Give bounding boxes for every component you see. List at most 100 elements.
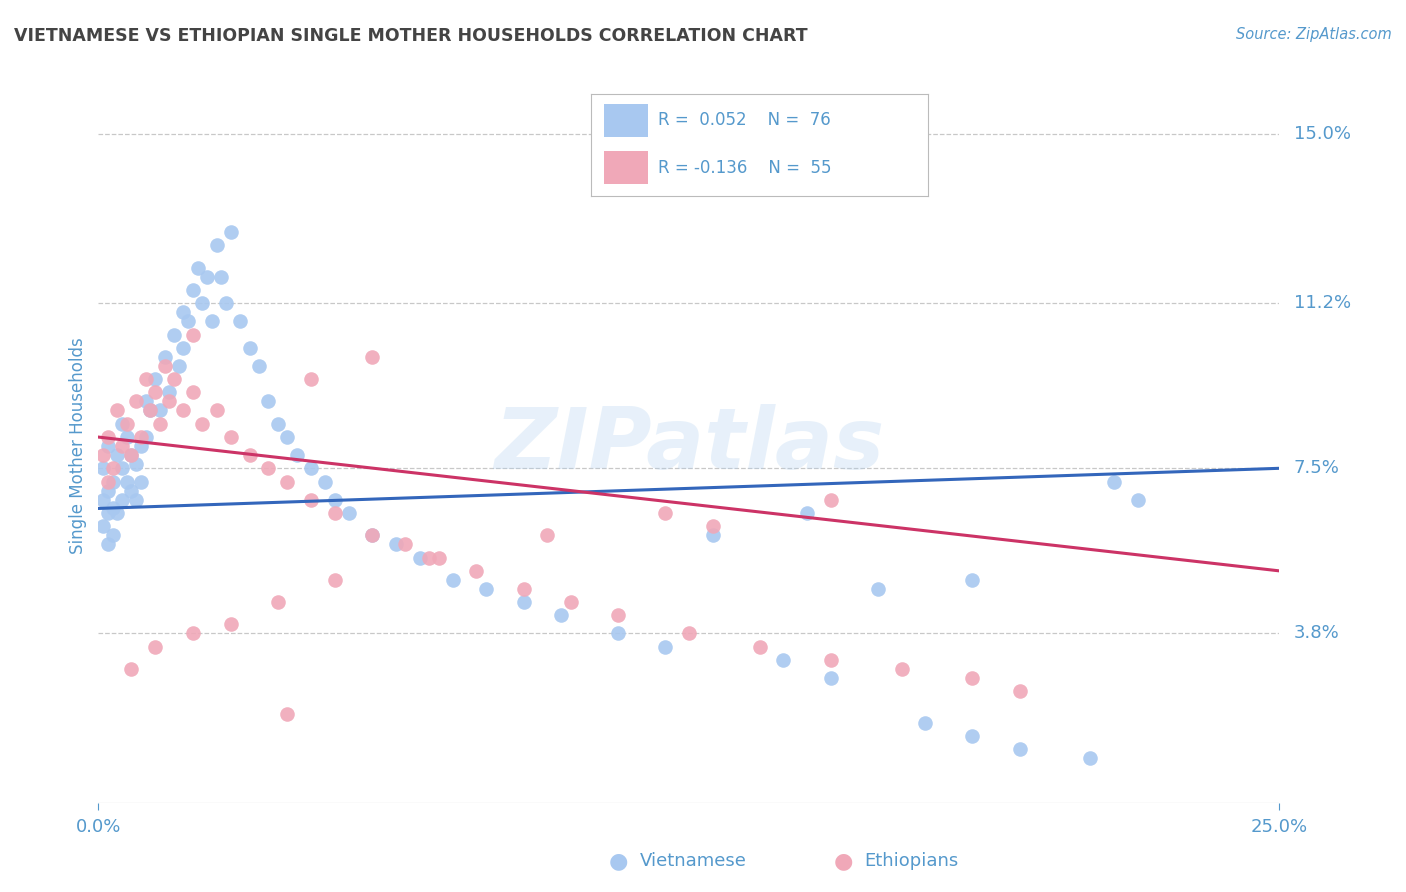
Point [678, 626, 700, 640]
Point [111, 461, 134, 475]
Point [91, 461, 114, 475]
Point [111, 439, 134, 453]
Point [361, 528, 384, 542]
Point [105, 448, 128, 462]
Point [475, 582, 498, 596]
Point [408, 550, 430, 565]
Point [187, 260, 209, 275]
Point [121, 448, 143, 462]
Point [962, 729, 984, 743]
Point [157, 385, 180, 400]
Point [115, 417, 138, 431]
Point [97, 483, 120, 498]
Point [323, 506, 346, 520]
Text: 15.0%: 15.0% [1294, 125, 1351, 143]
Point [91, 448, 114, 462]
Point [337, 506, 360, 520]
Point [97, 439, 120, 453]
Point [257, 461, 280, 475]
Point [560, 595, 582, 609]
Point [219, 430, 242, 444]
Point [101, 501, 124, 516]
Point [135, 372, 157, 386]
Point [772, 653, 794, 667]
Point [607, 608, 630, 623]
Point [167, 359, 190, 373]
Point [323, 492, 346, 507]
Point [163, 372, 186, 386]
Text: Source: ZipAtlas.com: Source: ZipAtlas.com [1236, 27, 1392, 42]
Point [181, 626, 204, 640]
Point [820, 671, 842, 685]
Point [654, 640, 676, 654]
Point [1008, 742, 1031, 756]
Point [125, 457, 148, 471]
Point [177, 314, 200, 328]
Point [361, 350, 384, 364]
Point [385, 537, 408, 551]
Text: 7.5%: 7.5% [1294, 459, 1340, 477]
Point [276, 430, 298, 444]
Point [172, 341, 194, 355]
Point [276, 475, 298, 489]
Point [536, 528, 558, 542]
Point [654, 506, 676, 520]
Point [394, 537, 416, 551]
Point [299, 492, 322, 507]
Point [866, 582, 889, 596]
Point [191, 296, 214, 310]
Point [139, 403, 162, 417]
Point [125, 492, 148, 507]
Point [115, 475, 138, 489]
Point [1080, 751, 1102, 765]
Point [257, 394, 280, 409]
Point [101, 461, 124, 475]
Point [97, 506, 120, 520]
Point [105, 506, 128, 520]
Point [129, 475, 152, 489]
Point [153, 359, 176, 373]
Point [962, 671, 984, 685]
Point [181, 327, 204, 342]
Point [153, 350, 176, 364]
Point [121, 483, 143, 498]
Point [299, 461, 322, 475]
Point [149, 403, 172, 417]
Text: Ethiopians: Ethiopians [865, 852, 959, 870]
Point [105, 403, 128, 417]
Point [195, 269, 218, 284]
Point [890, 662, 912, 676]
Point [121, 662, 143, 676]
Point [441, 573, 464, 587]
Point [418, 550, 440, 565]
Point [181, 385, 204, 400]
Point [101, 475, 124, 489]
Point [129, 430, 152, 444]
Point [512, 582, 534, 596]
Point [276, 706, 298, 721]
Text: ●: ● [834, 851, 853, 871]
Text: 11.2%: 11.2% [1294, 294, 1351, 312]
Point [157, 394, 180, 409]
Point [143, 385, 166, 400]
Point [285, 448, 308, 462]
Point [181, 283, 204, 297]
Point [820, 492, 842, 507]
Text: R =  0.052    N =  76: R = 0.052 N = 76 [658, 112, 831, 129]
Point [550, 608, 572, 623]
Text: Vietnamese: Vietnamese [640, 852, 747, 870]
Point [314, 475, 336, 489]
Point [149, 417, 172, 431]
Point [219, 617, 242, 632]
Point [914, 715, 936, 730]
Point [796, 506, 818, 520]
Point [125, 394, 148, 409]
Point [607, 626, 630, 640]
Point [299, 372, 322, 386]
Point [702, 519, 724, 533]
Point [962, 573, 984, 587]
Point [111, 492, 134, 507]
Point [323, 573, 346, 587]
Text: R = -0.136    N =  55: R = -0.136 N = 55 [658, 159, 831, 177]
Bar [605, 104, 648, 136]
